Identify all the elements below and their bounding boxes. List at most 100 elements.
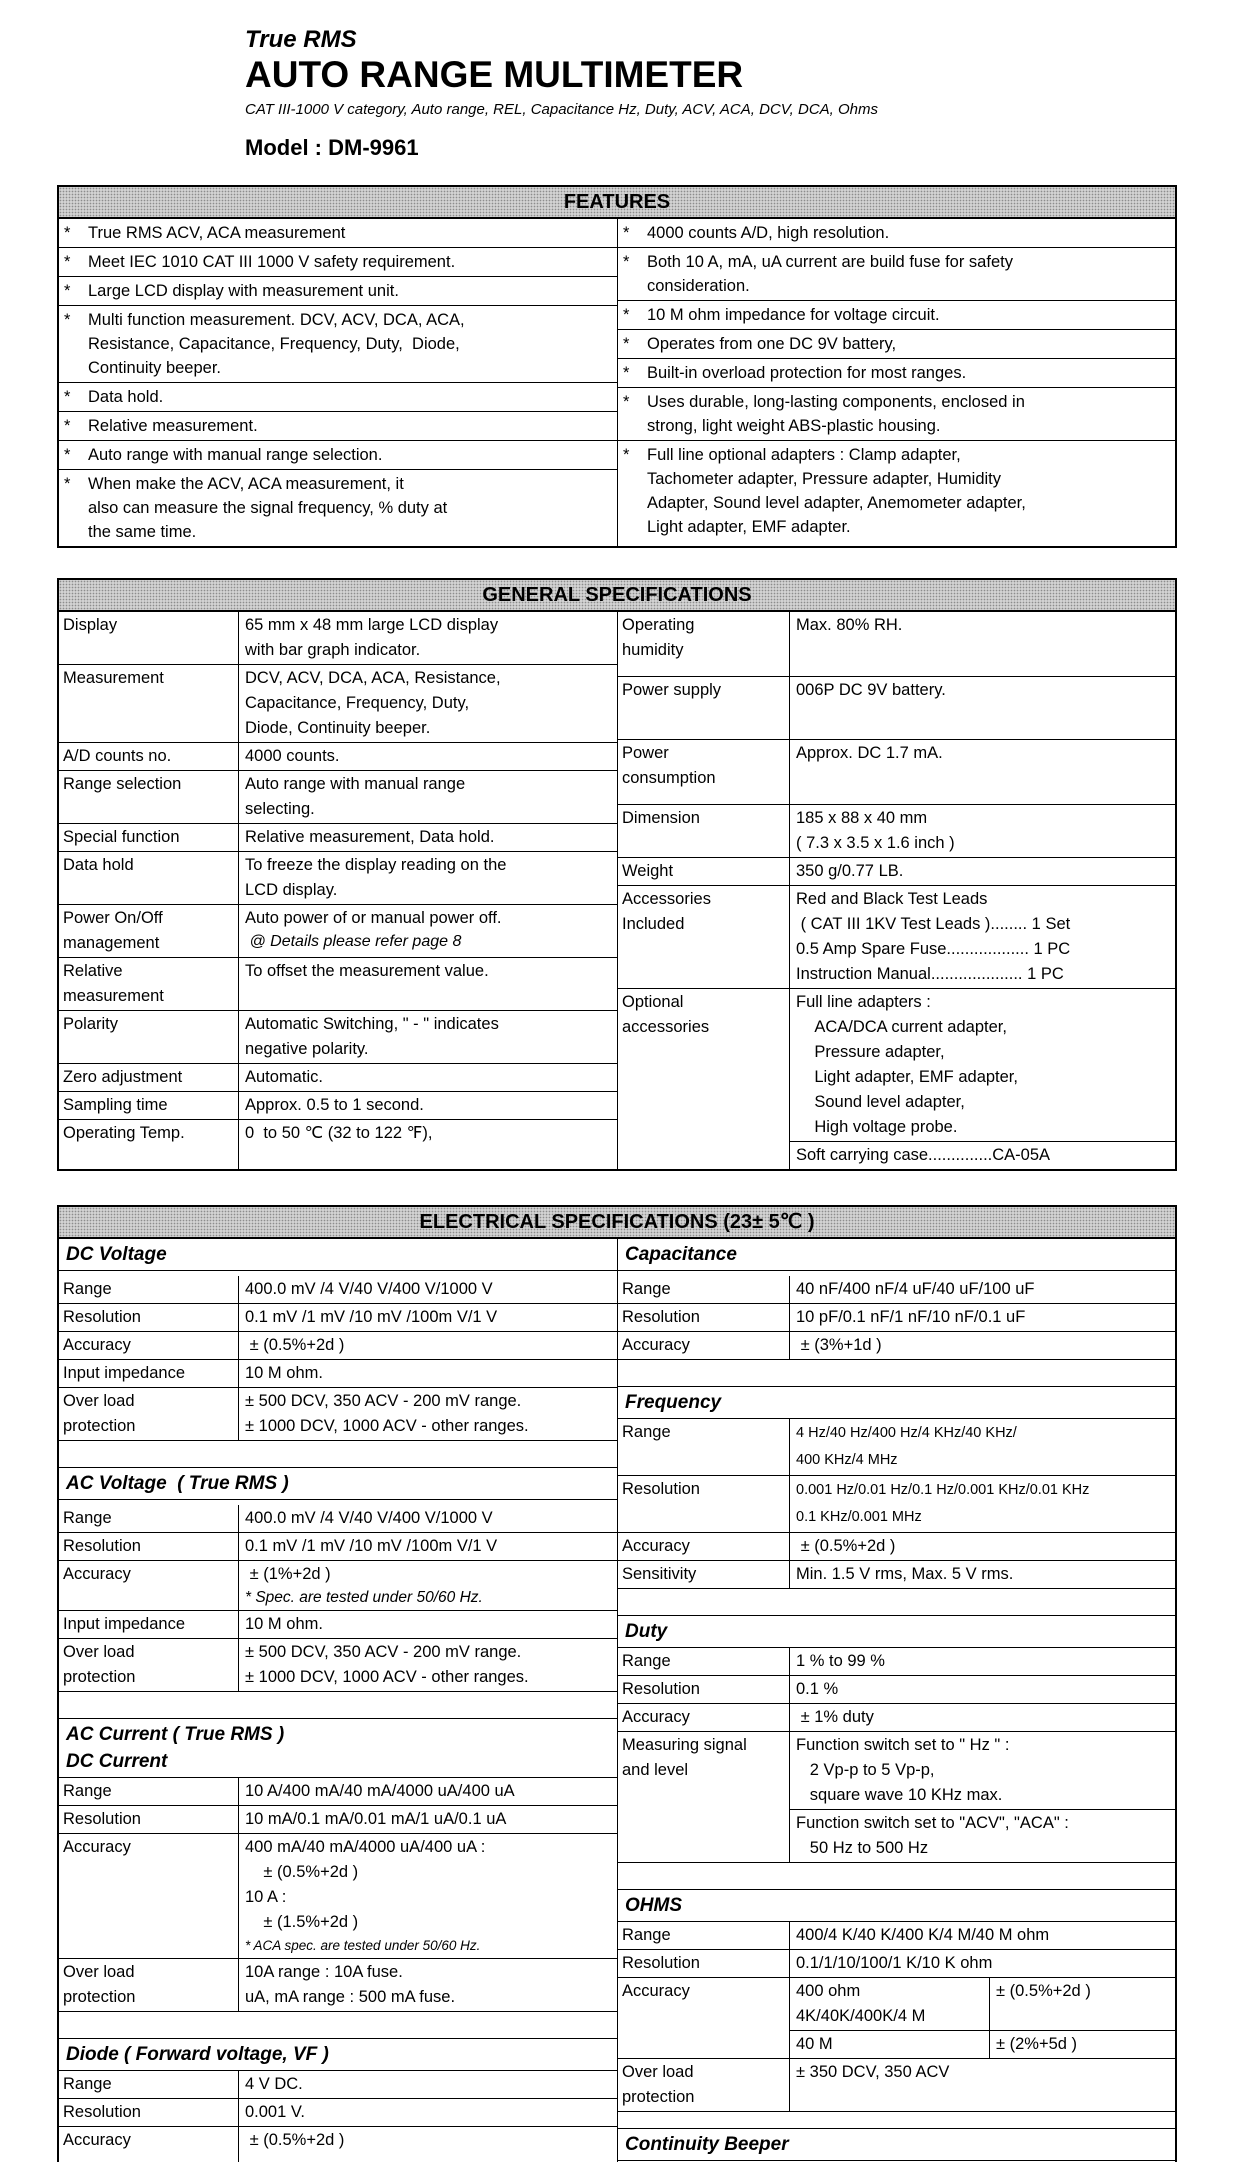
spec-value-text: 400 mA/40 mA/4000 uA/400 uA : ± (0.5%+2d… — [245, 1838, 486, 1931]
spec-value: Min. 1.5 V rms, Max. 5 V rms. — [796, 1565, 1014, 1583]
spec-value: DCV, ACV, DCA, ACA, Resistance, Capacita… — [245, 669, 501, 737]
spec-value-note: * Spec. are tested under 50/60 Hz. — [245, 1589, 483, 1606]
spec-value: 006P DC 9V battery. — [796, 681, 946, 699]
spec-row: Range 10 A/400 mA/40 mA/4000 uA/400 uA — [59, 1777, 617, 1805]
spec-label: Accuracy — [618, 1704, 790, 1731]
spec-label: Sensitivity — [618, 1561, 790, 1588]
spec-label: Measuring signal and level — [618, 1732, 790, 1862]
spec-row: Resolution 10 pF/0.1 nF/1 nF/10 nF/0.1 uF — [618, 1303, 1175, 1331]
spec-label: Power On/Off management — [59, 905, 239, 957]
spec-value: 400.0 mV /4 V/40 V/400 V/1000 V — [245, 1509, 493, 1527]
electrical-specs-title: ELECTRICAL SPECIFICATIONS (23± 5℃ ) — [59, 1207, 1175, 1239]
feature-text: Meet IEC 1010 CAT III 1000 V safety requ… — [88, 253, 456, 271]
spec-value: Automatic Switching, " - " indicates neg… — [245, 1015, 499, 1058]
spec-row: Range 40 nF/400 nF/4 uF/40 uF/100 uF — [618, 1270, 1175, 1303]
spec-label: Range selection — [59, 771, 239, 823]
spec-value: ± 350 DCV, 350 ACV — [796, 2063, 950, 2081]
spec-row: Resolution 10 mA/0.1 mA/0.01 mA/1 uA/0.1 … — [59, 1805, 617, 1833]
features-table: FEATURES * True RMS ACV, ACA measurement … — [57, 185, 1177, 548]
general-column-right: Operating humidity Max. 80% RH. Power sup… — [617, 612, 1175, 1169]
soft-case-line: Soft carrying case..............CA-05A — [790, 1141, 1175, 1169]
feature-item: * Operates from one DC 9V battery, — [618, 329, 1175, 358]
spec-label: Accuracy — [618, 1533, 790, 1560]
spacer-row — [59, 1691, 617, 1718]
bullet: * — [64, 475, 71, 493]
section-header-duty: Duty — [618, 1615, 1175, 1647]
spec-value-text: ± (1%+2d ) — [245, 1565, 331, 1583]
spacer-row — [59, 1440, 617, 1467]
feature-item: * Multi function measurement. DCV, ACV, D… — [59, 305, 617, 382]
spec-row: Over load protection ± 500 DCV, 350 ACV -… — [59, 1387, 617, 1440]
spec-row: Relative measurement To offset the measur… — [59, 957, 617, 1010]
section-header-ac-voltage: AC Voltage ( True RMS ) — [59, 1467, 617, 1499]
section-header-capacitance: Capacitance — [625, 1244, 737, 1265]
measuring-signal-acv-aca: Function switch set to "ACV", "ACA" : 50… — [790, 1809, 1175, 1862]
accuracy-value: ± (0.5%+2d ) — [996, 1982, 1091, 2000]
spec-row: Weight 350 g/0.77 LB. — [618, 857, 1175, 885]
spec-label: Accuracy — [59, 1834, 239, 1958]
spec-value: Relative measurement, Data hold. — [245, 828, 495, 846]
spec-value: 0.1 mV /1 mV /10 mV /100m V/1 V — [245, 1308, 498, 1326]
bullet: * — [64, 253, 71, 271]
spec-value: 4000 counts. — [245, 747, 340, 765]
spec-row: Range 4 V DC. — [59, 2070, 617, 2098]
general-specs-table: GENERAL SPECIFICATIONS Display 65 mm x 48… — [57, 578, 1177, 1171]
spec-row: Range 400/4 K/40 K/400 K/4 M/40 M ohm — [618, 1921, 1175, 1949]
spec-value: 400.0 mV /4 V/40 V/400 V/1000 V — [245, 1280, 493, 1298]
accuracy-range: 400 ohm 4K/40K/400K/4 M — [790, 1978, 990, 2030]
bullet: * — [623, 253, 630, 271]
spacer-row — [618, 1862, 1175, 1889]
spacer-row — [618, 2111, 1175, 2128]
spacer-row — [59, 2011, 617, 2038]
spec-value: ± (0.5%+2d ) — [245, 1336, 345, 1354]
spec-row: Resolution 0.1 mV /1 mV /10 mV /100m V/1 … — [59, 1532, 617, 1560]
feature-item: * When make the ACV, ACA measurement, it … — [59, 469, 617, 546]
bullet: * — [64, 282, 71, 300]
spec-label: Optional accessories — [618, 989, 790, 1169]
spec-row: Accuracy 400 mA/40 mA/4000 uA/400 uA : ± … — [59, 1833, 617, 1958]
spec-value: 0.1 mV /1 mV /10 mV /100m V/1 V — [245, 1537, 498, 1555]
spec-value: 400/4 K/40 K/400 K/4 M/40 M ohm — [796, 1926, 1050, 1944]
bullet: * — [623, 224, 630, 242]
spec-label: Range — [618, 1419, 790, 1475]
feature-text: Data hold. — [88, 388, 164, 406]
feature-text: Uses durable, long-lasting components, e… — [647, 393, 1025, 435]
spec-value: ± 500 DCV, 350 ACV - 200 mV range. ± 100… — [245, 1643, 529, 1686]
spec-value: 0 to 50 ℃ (32 to 122 ℉), — [245, 1124, 433, 1142]
electrical-column-right: Capacitance Range 40 nF/400 nF/4 uF/40 uF… — [617, 1239, 1175, 2162]
spec-value: 1 % to 99 % — [796, 1652, 885, 1670]
section-header-continuity: Continuity Beeper — [618, 2128, 1175, 2160]
accuracy-grid: 400 ohm 4K/40K/400K/4 M ± (0.5%+2d ) 40 M ±… — [790, 1978, 1175, 2058]
spec-row: Resolution 0.001 Hz/0.01 Hz/0.1 Hz/0.001 … — [618, 1475, 1175, 1532]
accuracy-grid-row: 40 M ± (2%+5d ) — [790, 2030, 1175, 2058]
feature-text: 4000 counts A/D, high resolution. — [647, 224, 890, 242]
spacer-row — [618, 1359, 1175, 1386]
spec-row: Accuracy ± (1%+2d ) * Spec. are tested un… — [59, 1560, 617, 1610]
section-header-current: AC Current ( True RMS ) DC Current — [59, 1718, 617, 1777]
spec-value: Approx. 0.5 to 1 second. — [245, 1096, 424, 1114]
spec-row: Power consumption Approx. DC 1.7 mA. — [618, 739, 1175, 804]
spec-value: ± (3%+1d ) — [796, 1336, 882, 1354]
spec-label: Resolution — [59, 2099, 239, 2126]
spec-label: Display — [59, 612, 239, 664]
spec-value: 0.001 V. — [245, 2103, 305, 2121]
spec-label: Sampling time — [59, 1092, 239, 1119]
spec-row: Data hold To freeze the display reading o… — [59, 851, 617, 904]
spec-row: Accuracy ± (0.5%+2d ) — [618, 1532, 1175, 1560]
spec-value-stack: Function switch set to " Hz " : 2 Vp-p t… — [790, 1732, 1175, 1862]
section-header-ohms: OHMS — [618, 1889, 1175, 1921]
spec-value: To freeze the display reading on the LCD… — [245, 856, 507, 899]
spec-row: Optional accessories Full line adapters :… — [618, 988, 1175, 1169]
feature-item: * Both 10 A, mA, uA current are build fus… — [618, 247, 1175, 300]
spec-row: Accuracy ± (3%+1d ) — [618, 1331, 1175, 1359]
spec-row: Over load protection ± 500 DCV, 350 ACV -… — [59, 1638, 617, 1691]
spec-row: Range 4 Hz/40 Hz/400 Hz/4 KHz/40 KHz/ 400… — [618, 1418, 1175, 1475]
spec-row: Power On/Off management Auto power of or … — [59, 904, 617, 957]
spec-label: Over load protection — [59, 1639, 239, 1691]
feature-text: Relative measurement. — [88, 417, 258, 435]
spec-label: Resolution — [618, 1676, 790, 1703]
bullet: * — [623, 335, 630, 353]
spec-value: 0.1/1/10/100/1 K/10 K ohm — [796, 1954, 993, 1972]
spec-label: Accessories Included — [618, 886, 790, 988]
spec-label: Weight — [618, 858, 790, 885]
